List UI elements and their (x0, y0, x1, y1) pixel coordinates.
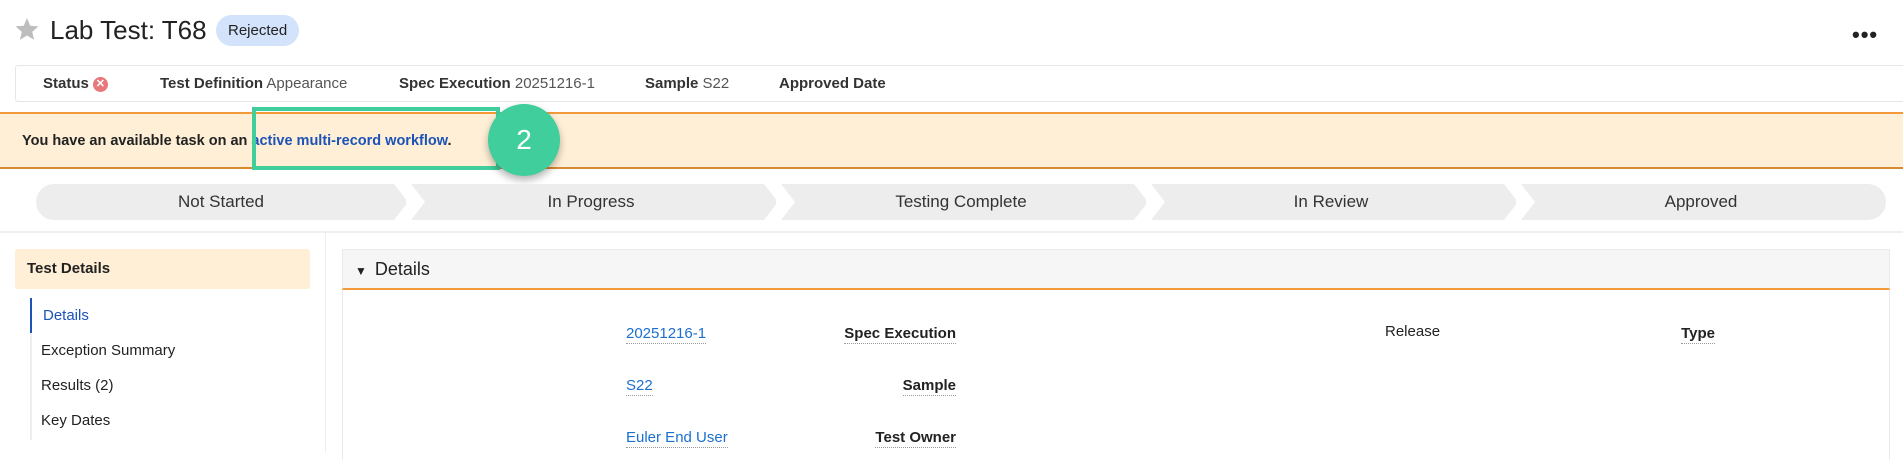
x-circle-icon: ✕ (92, 77, 108, 92)
annotation-highlight-box (252, 107, 500, 170)
field-label-sample: Sample (902, 377, 956, 396)
favorite-star-icon[interactable] (14, 16, 40, 42)
field-value-spec-execution[interactable]: 20251216-1 (626, 325, 707, 344)
page-title: Lab Test: T68 (50, 15, 207, 45)
banner-suffix: . (447, 133, 452, 149)
sidebar-item-details[interactable]: Details (30, 298, 300, 333)
divider (0, 231, 1903, 233)
section-title: Details (374, 259, 430, 279)
more-actions-button[interactable]: ••• (1852, 22, 1879, 47)
step-label: In Review (1293, 192, 1369, 211)
step-label: Testing Complete (895, 192, 1027, 211)
summary-label: Sample (645, 75, 699, 92)
sidebar-item-exception-summary[interactable]: Exception Summary (41, 342, 176, 359)
summary-label: Test Definition (160, 75, 264, 92)
status-badge: Rejected (216, 15, 300, 46)
step-label: Approved (1664, 192, 1738, 211)
sidebar-header: Test Details (15, 249, 310, 289)
summary-bar: Status ✕ Test Definition Appearance Spec … (15, 65, 1903, 102)
summary-status-label: Status (43, 75, 89, 92)
lifecycle-step-approved[interactable]: Approved (1516, 184, 1886, 220)
summary-value: 20251216-1 (514, 75, 595, 92)
field-value-test-owner[interactable]: Euler End User (626, 429, 728, 448)
summary-spec-execution: Spec Execution 20251216-1 (399, 75, 595, 92)
summary-value: S22 (702, 75, 730, 92)
task-banner: You have an available task on an active … (0, 112, 1903, 169)
banner-text: You have an available task on an active … (22, 133, 452, 149)
lifecycle-path: Not Started In Progress Testing Complete… (36, 184, 1886, 220)
field-label-type: Type (1681, 325, 1715, 344)
summary-label: Approved Date (779, 75, 886, 92)
step-label: Not Started (178, 192, 264, 211)
caret-down-icon: ▼ (355, 264, 367, 278)
sidebar-item-results[interactable]: Results (2) (41, 377, 114, 394)
annotation-number-badge: 2 (488, 104, 560, 176)
summary-status: Status ✕ (43, 75, 108, 92)
field-value-sample[interactable]: S22 (626, 377, 653, 396)
lifecycle-step-in-progress[interactable]: In Progress (406, 184, 776, 220)
summary-sample: Sample S22 (645, 75, 729, 92)
sidebar-item-key-dates[interactable]: Key Dates (41, 412, 111, 429)
workflow-link[interactable]: active multi-record workflow (251, 133, 448, 149)
summary-test-definition: Test Definition Appearance (160, 75, 347, 92)
divider (325, 233, 326, 453)
banner-message: You have an available task on an (22, 133, 252, 149)
lifecycle-step-in-review[interactable]: In Review (1146, 184, 1516, 220)
lifecycle-step-testing-complete[interactable]: Testing Complete (776, 184, 1146, 220)
sidebar-rail (30, 298, 32, 440)
field-value-type: Release (1385, 323, 1441, 340)
field-label-spec-execution: Spec Execution (844, 325, 956, 344)
summary-label: Spec Execution (399, 75, 511, 92)
summary-value: Appearance (266, 75, 348, 92)
details-section-header[interactable]: ▼ Details (342, 249, 1890, 290)
lifecycle-step-not-started[interactable]: Not Started (36, 184, 406, 220)
step-label: In Progress (547, 192, 635, 211)
details-section-body: Spec Execution 20251216-1 Sample S22 Tes… (342, 290, 1890, 460)
summary-approved-date: Approved Date (779, 75, 886, 92)
field-label-test-owner: Test Owner (875, 429, 956, 448)
